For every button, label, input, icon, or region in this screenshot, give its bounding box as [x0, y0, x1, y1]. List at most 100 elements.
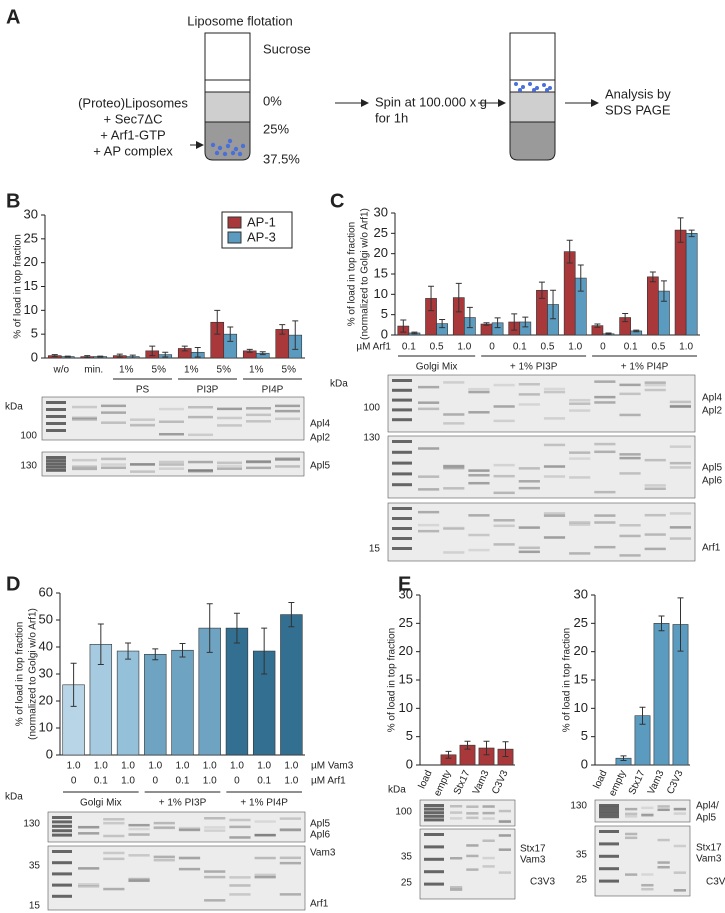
error-bar — [445, 750, 452, 759]
gel-band — [72, 405, 97, 409]
x-tick-label: Vam3 — [646, 768, 667, 796]
gel-band — [392, 408, 412, 412]
gel-band — [153, 855, 175, 859]
error-bar — [97, 355, 104, 358]
gel-band — [246, 466, 271, 470]
y-tick-label: 25 — [574, 615, 588, 630]
y-tick-label: 50 — [39, 611, 53, 626]
gel-band — [204, 875, 226, 879]
category-name: µM Arf1 — [311, 776, 346, 787]
y-tick-label: 15 — [24, 278, 38, 293]
gel-band — [101, 466, 126, 470]
y-tick-label: 30 — [39, 665, 53, 680]
error-bar — [439, 319, 446, 329]
group-label: + 1% PI4P — [621, 362, 669, 373]
x-tick-label: 1.0 — [67, 761, 81, 772]
band-label: Apl4 — [702, 393, 722, 404]
gel-band — [450, 886, 463, 889]
gel-band — [46, 462, 66, 466]
error-bar — [152, 648, 159, 661]
bar — [171, 649, 194, 756]
y-axis-label: % of load in top fraction — [387, 628, 398, 733]
gel-band — [518, 403, 540, 406]
label: SDS PAGE — [605, 102, 671, 117]
gel-band — [673, 807, 686, 811]
gel-band — [418, 401, 440, 404]
x-tick-label: 0.1 — [94, 776, 108, 787]
gel-band — [482, 805, 495, 808]
gel-band — [594, 514, 616, 517]
error-bar — [125, 642, 132, 660]
gel-band — [669, 445, 691, 448]
gel-band — [594, 401, 616, 404]
gel-band — [543, 512, 566, 515]
gel-band — [543, 417, 566, 420]
x-tick-label: 1.0 — [121, 776, 135, 787]
gel-band — [279, 856, 301, 860]
y-tick-label: 25 — [399, 615, 413, 630]
band-label: Apl5 — [310, 461, 330, 472]
gel-band — [518, 550, 540, 554]
x-tick-label: 1.0 — [568, 342, 582, 353]
x-tick-label: 0 — [71, 776, 77, 787]
x-tick-label: 1.0 — [679, 342, 693, 353]
gel-band — [443, 466, 465, 470]
x-tick-label: empty — [607, 769, 628, 798]
gel-band — [204, 829, 226, 832]
gel-band — [52, 850, 72, 853]
gel-band — [188, 460, 213, 464]
gel-band — [673, 808, 686, 811]
gel-band — [229, 818, 251, 822]
gel-band — [669, 512, 691, 515]
x-tick-label: Vam3 — [471, 768, 492, 796]
gel-band — [498, 819, 511, 823]
gel-band — [543, 514, 566, 517]
gel-band — [279, 829, 301, 832]
gel-band — [254, 820, 276, 823]
gel-band — [594, 380, 616, 383]
gel-band — [625, 832, 638, 836]
gel — [594, 825, 691, 897]
gel-band — [128, 854, 150, 857]
gel-band — [657, 808, 670, 812]
band-label: Apl2 — [702, 406, 722, 417]
gel-band — [644, 513, 666, 517]
gel-band — [159, 432, 184, 436]
gel-band — [275, 465, 300, 468]
error-bar — [455, 282, 462, 313]
gel-band — [657, 861, 670, 864]
error-bar — [246, 348, 253, 353]
gel-band — [229, 836, 251, 839]
gel-band — [392, 461, 412, 465]
band-label: Stx17 — [696, 843, 722, 854]
gel-band — [392, 527, 412, 530]
x-tick-label: 0 — [152, 776, 158, 787]
gel-band — [130, 418, 155, 421]
group-label: + 1% PI4P — [240, 798, 288, 809]
gel-band — [217, 424, 242, 427]
gel-band — [229, 893, 251, 896]
gel-band — [498, 848, 511, 851]
gel-band — [52, 883, 72, 887]
bar — [225, 627, 249, 756]
gel-band — [669, 404, 691, 408]
legend-swatch — [227, 231, 242, 244]
gel-band — [673, 889, 686, 892]
error-bar — [502, 741, 509, 757]
gel-band — [424, 804, 444, 807]
gel-band — [518, 467, 540, 470]
gel-band — [217, 416, 242, 420]
gel-band — [418, 385, 440, 389]
error-bar — [97, 623, 104, 666]
gel-band — [468, 411, 490, 414]
gel-band — [153, 826, 175, 830]
gel-band — [103, 851, 125, 855]
x-tick-label: 1.0 — [94, 761, 108, 772]
error-bar — [214, 309, 221, 335]
category-name: µM Arf1 — [356, 342, 391, 353]
gel-band — [468, 514, 490, 517]
gel-band — [599, 854, 619, 858]
error-bar — [411, 331, 418, 335]
gel-band — [669, 466, 691, 469]
gel-band — [204, 870, 226, 873]
